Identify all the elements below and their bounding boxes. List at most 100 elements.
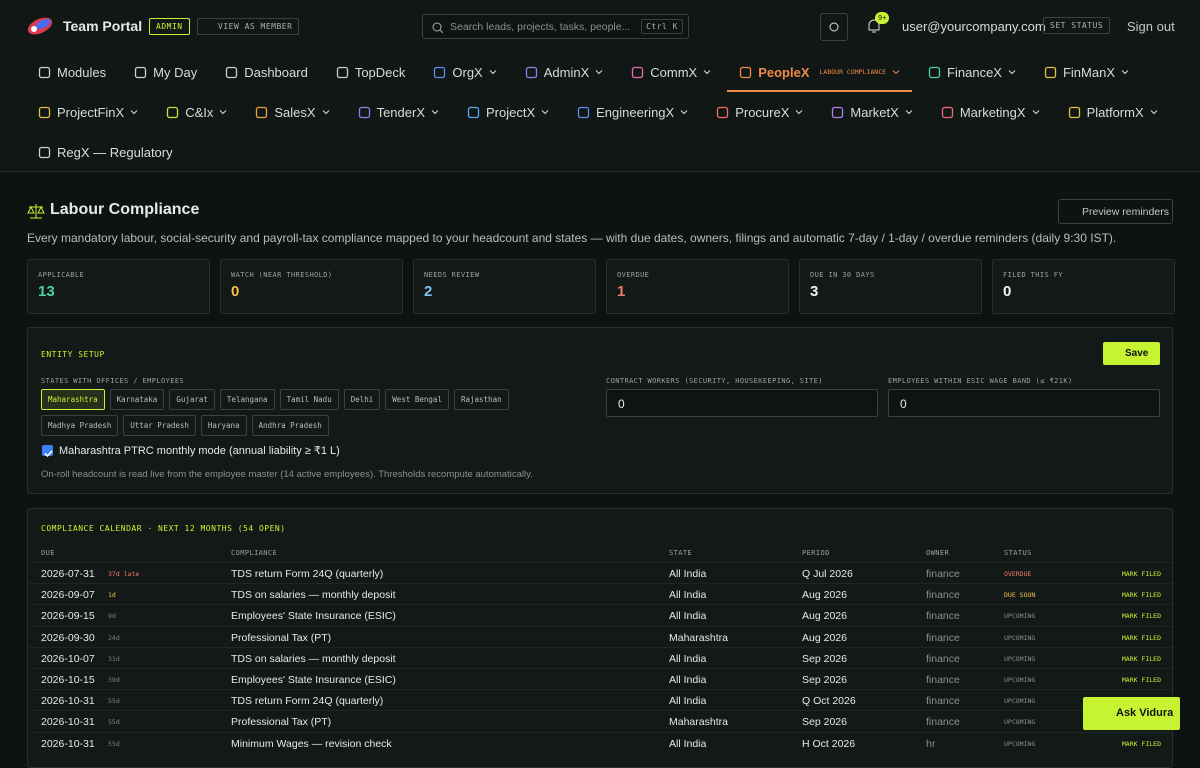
nav-item[interactable]: My Day xyxy=(134,52,197,92)
state-chip[interactable]: Uttar Pradesh xyxy=(123,415,196,436)
table-row: 2026-09-30 Professional Tax (PT) Maharasht… xyxy=(28,625,1174,647)
cell-state: Maharashtra xyxy=(669,631,728,644)
nav-item[interactable]: Dashboard xyxy=(225,52,308,92)
mark-filed[interactable]: MARK FILED xyxy=(1121,612,1161,621)
cell-period: Sep 2026 xyxy=(802,652,847,665)
mark-filed[interactable]: MARK FILED xyxy=(1121,633,1161,642)
sign-out[interactable]: Sign out xyxy=(1127,19,1175,34)
save-button[interactable]: Save xyxy=(1103,342,1160,365)
nav-item[interactable]: MarketingX xyxy=(941,92,1040,132)
mark-filed[interactable]: MARK FILED xyxy=(1121,591,1161,600)
chevron xyxy=(322,110,329,115)
chevron xyxy=(595,70,603,75)
nav-row: RegX — Regulatory xyxy=(38,132,201,172)
table-row: 2026-07-31 TDS return Form 24Q (quarterly… xyxy=(28,562,1174,583)
cell-period: Q Oct 2026 xyxy=(802,695,856,708)
shortcut: Ctrl K xyxy=(641,19,683,34)
cell-due: 2026-10-31 xyxy=(41,695,95,708)
nav-item[interactable]: ProjectX xyxy=(467,92,549,132)
state-chip[interactable]: Telangana xyxy=(219,389,275,410)
relative-due: 1d xyxy=(108,591,116,600)
state-chip[interactable]: West Bengal xyxy=(385,389,449,410)
mark-filed[interactable]: MARK FILED xyxy=(1121,739,1161,748)
esic-input[interactable]: 0 xyxy=(888,389,1160,417)
cell-owner: finance xyxy=(926,568,960,580)
cell-state: All India xyxy=(669,674,707,686)
ptrc-checkbox[interactable] xyxy=(42,445,53,458)
relative-due: 55d xyxy=(108,697,120,706)
nav-item[interactable]: ProcureX xyxy=(716,92,803,132)
nav-item[interactable]: SalesX xyxy=(255,92,329,132)
cell-compliance: TDS on salaries — monthly deposit xyxy=(231,589,396,602)
nav-item[interactable]: TenderX xyxy=(358,92,439,132)
state-chip[interactable]: Haryana xyxy=(200,415,247,436)
stat-value: 0 xyxy=(1003,283,1012,300)
nav-item[interactable]: OrgX xyxy=(433,52,497,92)
nav-item[interactable]: EngineeringX xyxy=(577,92,688,132)
mark-filed[interactable]: MARK FILED xyxy=(1121,570,1161,578)
theme-toggle[interactable] xyxy=(820,13,848,41)
notification-count: 9+ xyxy=(875,12,890,24)
nav-item[interactable]: Modules xyxy=(38,52,106,92)
nav-item[interactable]: FinManX xyxy=(1044,52,1129,92)
nav-icon xyxy=(1068,106,1080,118)
table-row: 2026-09-07 TDS on salaries — monthly depo… xyxy=(28,583,1174,604)
nav-label: My Day xyxy=(153,64,198,80)
stat-label: OVERDUE xyxy=(617,271,650,279)
nav-item[interactable]: RegX — Regulatory xyxy=(38,132,173,172)
nav-item[interactable]: TopDeck xyxy=(336,52,405,92)
nav-item[interactable]: PeopleX LABOUR COMPLIANCE xyxy=(727,52,912,92)
nav-label: PlatformX xyxy=(1086,104,1144,120)
nav-label: MarketX xyxy=(850,104,899,120)
cell-owner: finance xyxy=(926,695,960,708)
cell-owner: finance xyxy=(926,674,960,686)
nav-item[interactable]: ProjectFinX xyxy=(38,92,138,132)
search-placeholder: Search leads, projects, tasks, people... xyxy=(450,21,631,33)
search-box[interactable]: Search leads, projects, tasks, people...… xyxy=(422,14,689,39)
relative-due: 55d xyxy=(108,739,120,748)
preview-reminders-button[interactable]: Preview reminders xyxy=(1058,199,1173,224)
cell-due: 2026-07-31 xyxy=(41,568,95,580)
cell-owner: finance xyxy=(926,610,960,623)
cell-due: 2026-10-31 xyxy=(41,716,95,729)
state-chip[interactable]: Tamil Nadu xyxy=(279,389,339,410)
view-as-button[interactable]: VIEW AS MEMBER xyxy=(197,18,300,35)
status: UPCOMING xyxy=(1004,739,1036,748)
stat-card: NEEDS REVIEW 2 xyxy=(413,259,596,314)
nav-icon xyxy=(358,106,370,118)
state-chip[interactable]: Karnataka xyxy=(109,389,165,410)
note: On-roll headcount is read live from the … xyxy=(41,469,533,480)
cell-period: H Oct 2026 xyxy=(802,737,856,750)
state-chip[interactable]: Rajasthan xyxy=(453,389,509,410)
nav-row: Modules My Day Dashboard TopDeck OrgX AdminX C… xyxy=(38,52,1157,92)
set-status-button[interactable]: SET STATUS xyxy=(1043,17,1111,34)
nav-item[interactable]: MarketX xyxy=(831,92,913,132)
nav-item[interactable]: CommX xyxy=(631,52,711,92)
state-chip[interactable]: Delhi xyxy=(343,389,381,410)
nav-item[interactable]: AdminX xyxy=(525,52,604,92)
table-row: 2026-10-31 Professional Tax (PT) Maharasht… xyxy=(28,710,1174,731)
state-chip[interactable]: Andhra Pradesh xyxy=(251,415,329,436)
nav-label: FinanceX xyxy=(947,64,1002,80)
state-chip[interactable]: Maharashtra xyxy=(41,389,105,410)
cell-owner: finance xyxy=(926,631,960,644)
contract-input[interactable]: 0 xyxy=(606,389,878,417)
nav-label: CommX xyxy=(650,64,698,80)
column-header: DUE xyxy=(41,549,55,557)
mark-filed[interactable]: MARK FILED xyxy=(1121,676,1161,684)
cell-due: 2026-10-07 xyxy=(41,652,95,665)
table-row: 2026-10-31 Minimum Wages — revision check… xyxy=(28,731,1174,753)
nav-label: OrgX xyxy=(452,64,483,80)
nav-item[interactable]: PlatformX xyxy=(1068,92,1158,132)
nav-item[interactable]: FinanceX xyxy=(928,52,1016,92)
mark-filed[interactable]: MARK FILED xyxy=(1121,654,1161,663)
chevron xyxy=(541,110,549,115)
ask-assistant-button[interactable]: Ask Vidura xyxy=(1083,697,1180,730)
bell-icon[interactable] xyxy=(866,17,882,35)
state-chips: Maharashtra Karnataka Gujarat Telangana Tami… xyxy=(41,389,561,441)
relative-due: 37d late xyxy=(108,570,140,578)
state-chip[interactable]: Gujarat xyxy=(169,389,215,410)
chevron xyxy=(1032,110,1039,115)
nav-item[interactable]: C&Ix xyxy=(166,92,227,132)
state-chip[interactable]: Madhya Pradesh xyxy=(41,415,119,436)
